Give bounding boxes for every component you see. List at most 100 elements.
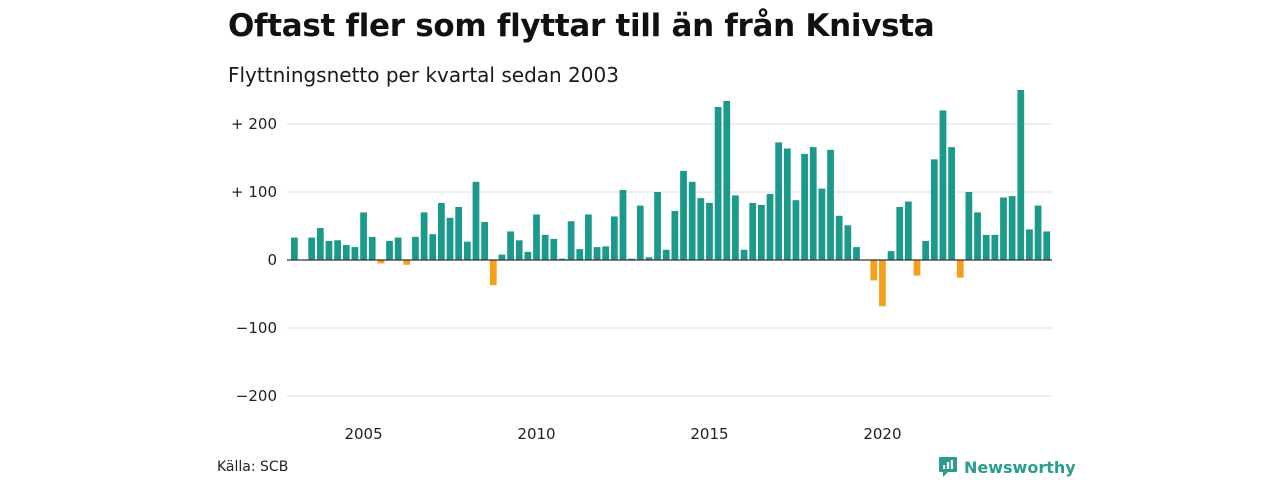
bar: 2021 K2: 28	[922, 240, 930, 260]
bar: 2013 K1: 80	[636, 205, 644, 260]
bar: 2008 K4: -37	[489, 260, 497, 286]
bar: 2012 K4: 2	[628, 258, 636, 260]
y-tick-label: 0	[267, 251, 277, 269]
bar: 2012 K3: 103	[619, 189, 627, 260]
bar: 2004 K3: 22	[342, 245, 350, 260]
brand-logo: Newsworthy	[938, 455, 1076, 479]
bar: 2015 K4: 95	[732, 195, 739, 260]
bar: 2012 K2: 64	[610, 216, 618, 260]
bar: 2020 K4: 86	[904, 201, 912, 260]
bar: 2017 K3: 88	[792, 200, 800, 260]
chart-subtitle: Flyttningsnetto per kvartal sedan 2003	[228, 63, 619, 87]
bar: 2024 K4: 42	[1043, 231, 1051, 260]
gridlines	[287, 123, 1052, 397]
bar: 2007 K4: 78	[455, 206, 463, 260]
bar: 2017 K4: 156	[801, 153, 808, 260]
bar: 2005 K1: 70	[360, 212, 367, 260]
y-tick-label: −200	[236, 387, 277, 405]
bar: 2016 K4: 97	[766, 194, 774, 260]
bar: 2014 K1: 72	[671, 211, 679, 260]
bar: 2006 K1: 33	[394, 237, 402, 260]
bar: 2009 K4: 12	[524, 251, 532, 260]
bar: 2017 K1: 173	[775, 142, 783, 260]
y-axis-labels: + 200 + 100 0 −100 −200	[231, 115, 277, 405]
bar: 2008 K1: 27	[463, 241, 471, 260]
bar: 2021 K4: 220	[939, 110, 947, 261]
bar: 2010 K2: 37	[541, 234, 549, 260]
y-tick-label: + 100	[231, 183, 277, 201]
bar: 2024 K1: 250	[1017, 90, 1025, 260]
bar: 2019 K4: -30	[870, 260, 878, 281]
bar: 2023 K1: 37	[982, 234, 990, 260]
bar: 2021 K3: 148	[930, 159, 938, 260]
bar: 2011 K1: 57	[567, 221, 575, 260]
bar: 2006 K3: 34	[412, 236, 419, 260]
bar: 2023 K2: 37	[991, 234, 999, 260]
bar: 2024 K2: 45	[1026, 229, 1033, 260]
bar: 2005 K2: 34	[368, 236, 376, 260]
bar: 2013 K2: 4	[645, 257, 653, 260]
bar: 2018 K2: 105	[818, 188, 826, 260]
bar: 2018 K4: 65	[835, 215, 843, 260]
bar: 2012 K1: 20	[602, 246, 610, 260]
bar: 2004 K4: 19	[351, 247, 359, 260]
bar: 2013 K4: 15	[662, 249, 670, 260]
bar: 2014 K4: 91	[697, 198, 705, 260]
x-tick-label: 2020	[863, 425, 901, 443]
bar: 2004 K2: 29	[334, 240, 341, 260]
bar: 2020 K1: -68	[879, 260, 886, 307]
bar: 2022 K2: -26	[956, 260, 964, 278]
x-axis-labels: 2005 2010 2015 2020	[344, 425, 901, 443]
bar: 2013 K3: 100	[654, 192, 661, 260]
bar: 2015 K1: 84	[706, 202, 713, 260]
chart-title: Oftast fler som flyttar till än från Kni…	[228, 8, 935, 44]
bar: 2005 K3: -5	[377, 260, 385, 264]
bar: 2009 K1: 8	[498, 254, 506, 260]
bar: 2022 K3: 100	[965, 192, 973, 260]
bar: 2005 K4: 28	[386, 240, 393, 260]
bar: 2010 K4: 2	[559, 258, 566, 260]
bar: 2017 K2: 164	[783, 148, 791, 260]
bar: 2007 K2: 84	[438, 202, 445, 260]
x-tick-label: 2005	[344, 425, 382, 443]
bar: 2003 K4: 47	[316, 228, 324, 260]
bar: 2016 K3: 81	[757, 204, 765, 260]
y-tick-label: + 200	[231, 115, 277, 133]
bar: 2022 K1: 166	[948, 147, 955, 260]
bar: 2010 K3: 31	[550, 238, 558, 260]
bar: 2010 K1: 67	[533, 214, 540, 260]
bar: 2016 K2: 84	[749, 202, 757, 260]
x-tick-label: 2010	[517, 425, 555, 443]
bar: 2006 K2: -7	[403, 260, 411, 265]
bar: 2011 K3: 67	[585, 214, 592, 260]
bar: 2018 K3: 162	[827, 149, 834, 260]
bar: 2009 K2: 42	[507, 231, 514, 260]
bar: 2019 K1: 51	[844, 225, 852, 260]
bar: 2020 K2: 13	[887, 251, 895, 260]
bar: 2004 K1: 28	[325, 240, 333, 260]
bar: 2008 K2: 115	[472, 181, 480, 260]
bar: 2020 K3: 78	[896, 206, 904, 260]
bar: 2021 K1: -23	[913, 260, 921, 276]
bar: 2022 K4: 70	[974, 212, 981, 260]
bar: 2015 K3: 234	[723, 100, 731, 260]
bars: 2003 K1: 332003 K2: 02003 K3: 332003 K4:…	[291, 90, 1051, 307]
bar: 2006 K4: 70	[420, 212, 428, 260]
bar: 2003 K3: 33	[308, 237, 316, 260]
bar: 2018 K1: 166	[809, 147, 817, 260]
bar: 2023 K4: 94	[1008, 196, 1016, 260]
x-tick-label: 2015	[690, 425, 728, 443]
bar: 2007 K3: 62	[446, 217, 454, 260]
newsworthy-logo-icon	[939, 457, 957, 477]
bar: 2019 K2: 19	[853, 247, 860, 260]
bar: 2007 K1: 38	[429, 234, 437, 260]
bar: 2011 K4: 19	[593, 247, 601, 260]
brand-name: Newsworthy	[964, 457, 1076, 477]
bar: 2014 K2: 131	[680, 170, 687, 260]
bar: 2023 K3: 92	[1000, 197, 1007, 260]
bar: 2003 K1: 33	[291, 237, 298, 260]
bar: 2008 K3: 56	[481, 221, 488, 260]
bar: 2014 K3: 115	[688, 181, 696, 260]
bar: 2016 K1: 15	[740, 249, 748, 260]
